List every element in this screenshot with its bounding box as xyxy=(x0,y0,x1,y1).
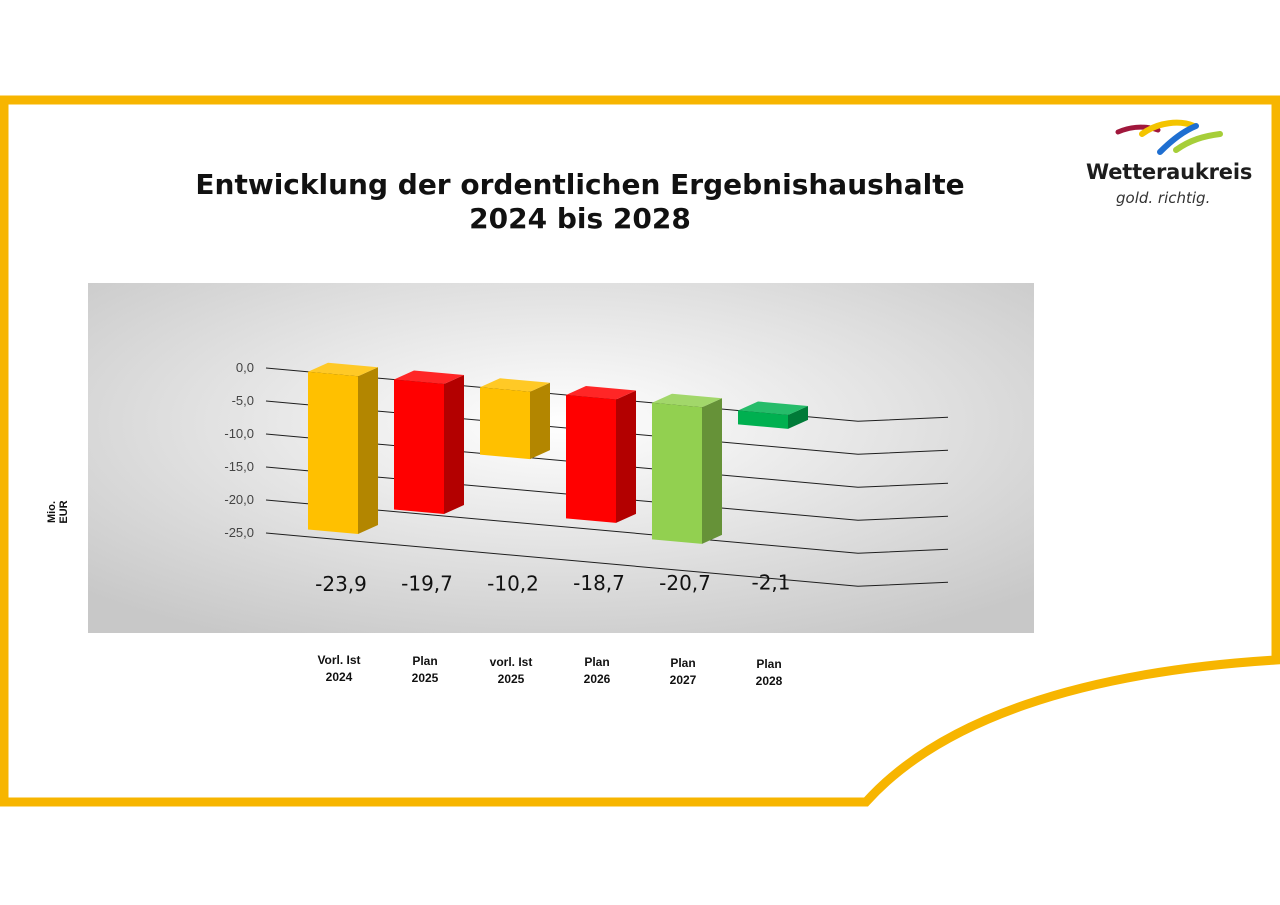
logo-swoosh-icon xyxy=(1115,119,1223,155)
gridline xyxy=(265,499,949,554)
chart-title-line-1: Entwicklung der ordentlichen Ergebnishau… xyxy=(195,168,965,201)
category-label: Plan 2025 xyxy=(411,653,439,685)
bar-4 xyxy=(566,386,636,523)
y-tick-label: -15,0 xyxy=(224,459,254,474)
category-label: Plan 2026 xyxy=(583,655,611,687)
bar-5 xyxy=(652,393,722,544)
gridline xyxy=(265,532,949,587)
y-tick-label: -20,0 xyxy=(224,492,254,507)
data-label: -20,7 xyxy=(659,571,711,595)
data-label: -10,2 xyxy=(487,571,539,595)
data-label: -19,7 xyxy=(401,572,453,596)
bar-3 xyxy=(480,378,550,460)
y-tick-label: -10,0 xyxy=(224,426,254,441)
category-label: Vorl. Ist 2024 xyxy=(317,653,361,684)
chart-title-line-2: 2024 bis 2028 xyxy=(469,202,691,235)
category-label: Plan 2027 xyxy=(669,656,697,688)
y-tick-label: 0,0 xyxy=(236,360,254,375)
data-label: -2,1 xyxy=(751,571,790,595)
logo-name: Wetteraukreis xyxy=(1086,160,1253,184)
y-axis-label: Mio. EUR xyxy=(46,500,70,524)
logo-slogan: gold. richtig. xyxy=(1116,189,1211,207)
category-label: Plan 2028 xyxy=(755,657,783,688)
chart-panel: 0,0 -5,0 -10,0 -15,0 -20,0 -25,0 -23,9 -19,7 -1… xyxy=(88,283,1034,633)
category-label: vorl. Ist 2025 xyxy=(489,654,533,686)
bar-1 xyxy=(308,362,378,535)
bar-2 xyxy=(394,370,464,515)
y-tick-label: -25,0 xyxy=(224,525,254,540)
bar-6 xyxy=(738,401,808,429)
y-tick-label: -5,0 xyxy=(232,393,254,408)
data-label: -23,9 xyxy=(315,572,367,596)
data-label: -18,7 xyxy=(573,571,625,595)
